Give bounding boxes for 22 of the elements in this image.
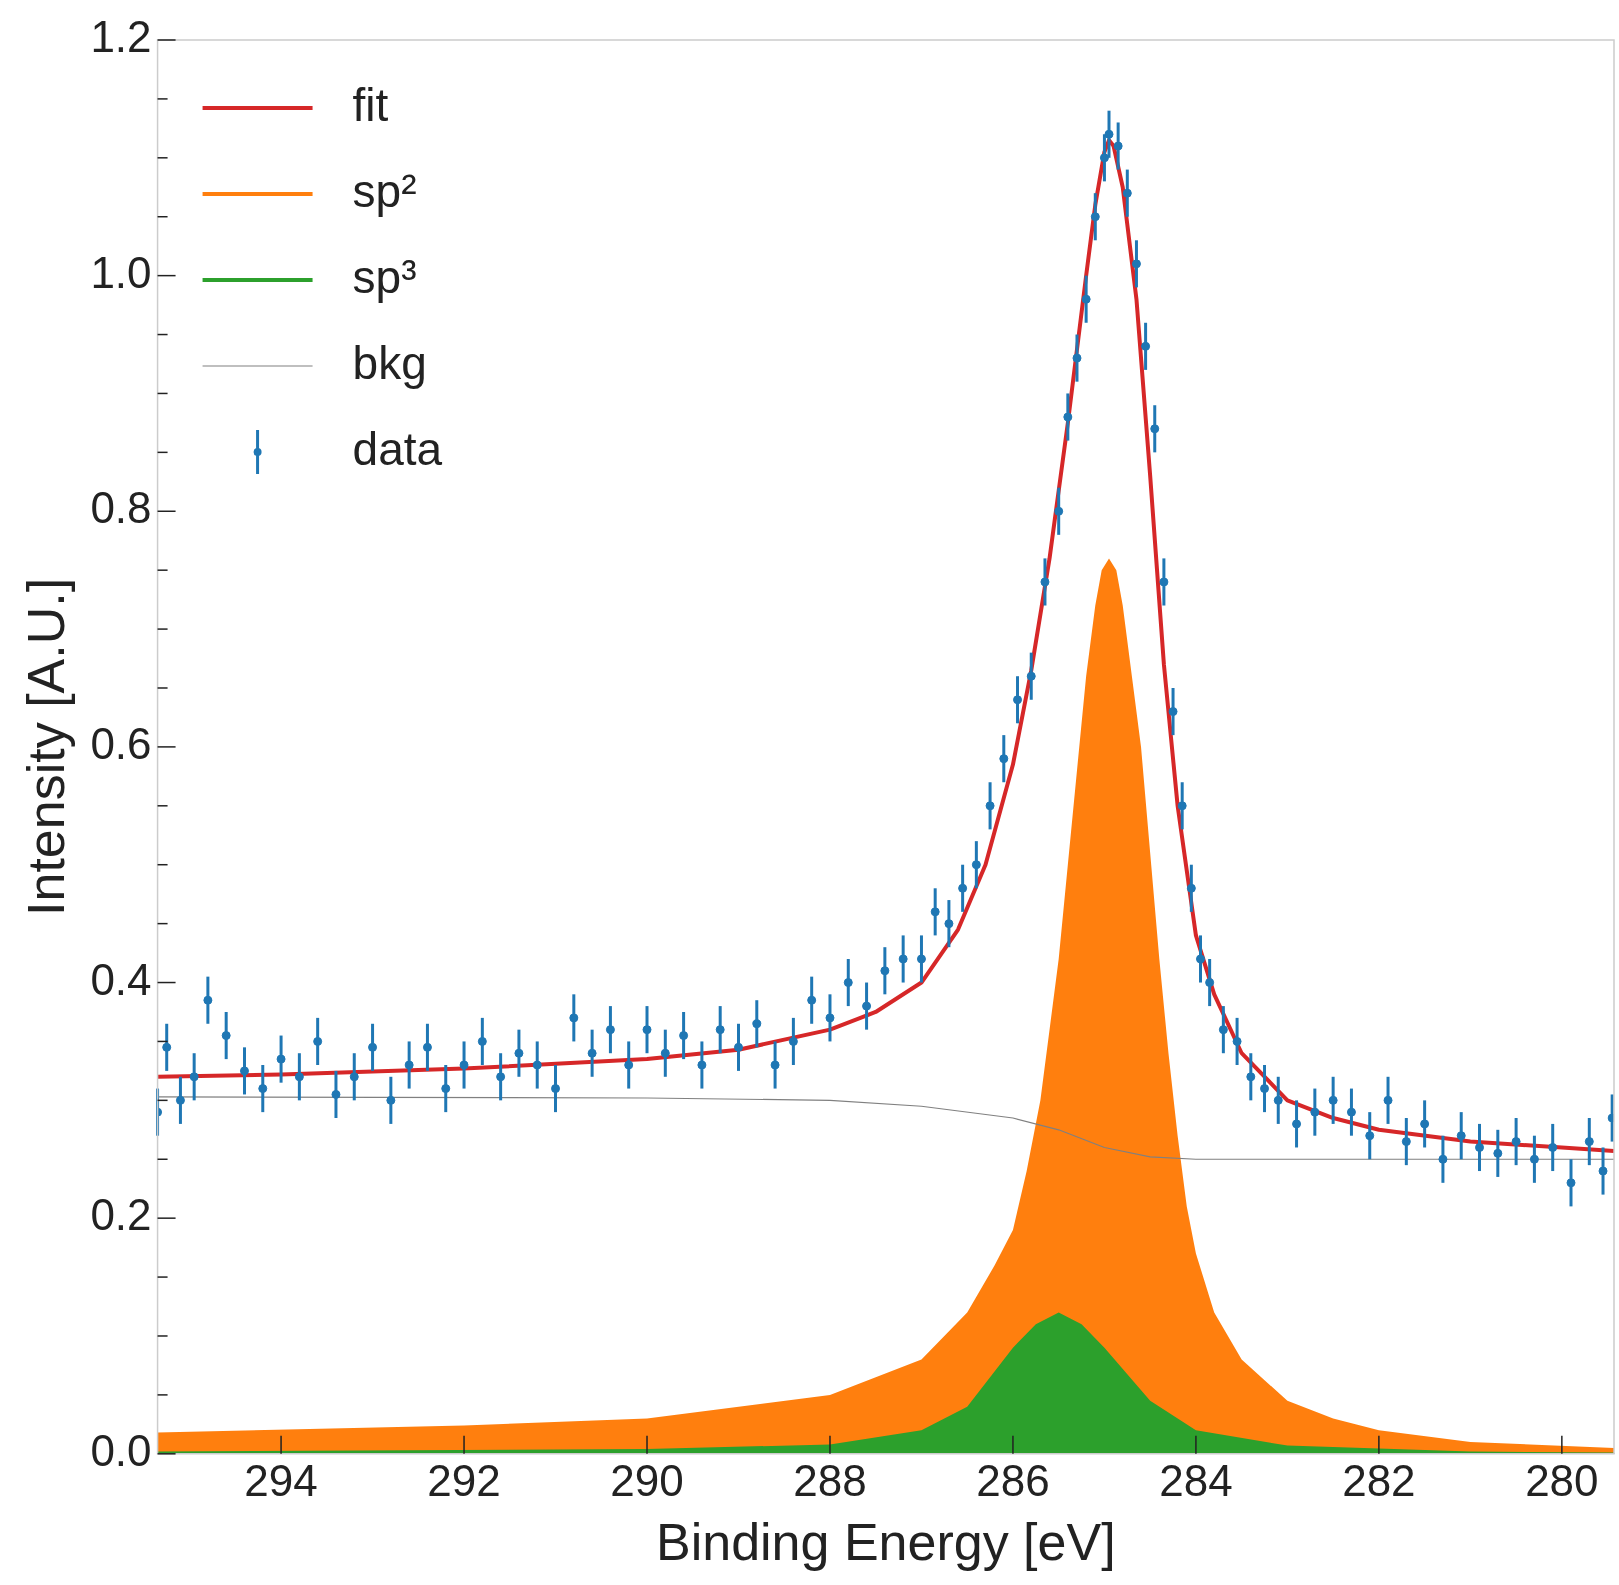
x-tick-label: 286 [976,1456,1050,1506]
y-tick-label: 1.0 [90,247,152,297]
x-axis-title: Binding Energy [eV] [655,1513,1116,1572]
y-tick-label: 0.8 [90,483,152,533]
y-tick-label: 0.6 [90,719,152,769]
y-tick-label: 0.0 [90,1425,152,1475]
legend-label: sp² [352,164,417,217]
x-tick-label: 280 [1525,1456,1599,1506]
x-tick-label: 288 [793,1456,867,1506]
x-tick-label: 290 [610,1456,684,1506]
y-tick-label: 1.2 [90,12,152,62]
legend-label: data [352,422,443,475]
legend-label: fit [352,78,389,131]
x-tick-label: 294 [244,1456,318,1506]
y-tick-label: 0.2 [90,1190,152,1240]
x-tick-label: 284 [1159,1456,1233,1506]
y-tick-label: 0.4 [90,954,152,1004]
x-tick-label: 292 [427,1456,501,1506]
y-axis-title: Intensity [A.U.] [16,577,75,916]
legend-label: sp³ [352,250,417,303]
x-tick-label: 282 [1342,1456,1416,1506]
legend-label: bkg [352,336,427,389]
